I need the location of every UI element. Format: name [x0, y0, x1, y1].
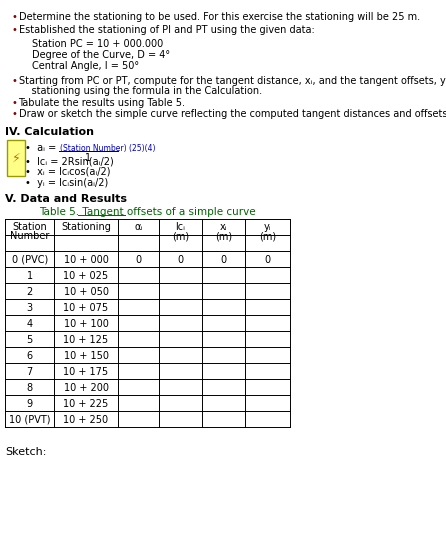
Text: 6: 6	[27, 351, 33, 361]
Text: V. Data and Results: V. Data and Results	[5, 194, 127, 204]
Text: 1: 1	[27, 271, 33, 281]
Text: 4: 4	[27, 319, 33, 329]
Text: 10 + 075: 10 + 075	[63, 303, 108, 313]
Text: 10 + 025: 10 + 025	[63, 271, 108, 281]
Text: Draw or sketch the simple curve reflecting the computed tangent distances and of: Draw or sketch the simple curve reflecti…	[19, 109, 446, 119]
Text: 8: 8	[27, 383, 33, 393]
Text: •  xᵢ = lcᵢcos(aᵢ/2): • xᵢ = lcᵢcos(aᵢ/2)	[25, 167, 111, 177]
Text: 10 + 100: 10 + 100	[64, 319, 108, 329]
Text: Tabulate the results using Table 5.: Tabulate the results using Table 5.	[19, 98, 186, 108]
Text: •: •	[12, 76, 18, 86]
Text: 0: 0	[135, 255, 141, 265]
Text: Station PC = 10 + 000.000: Station PC = 10 + 000.000	[32, 39, 163, 49]
Text: •  lcᵢ = 2Rsin(aᵢ/2): • lcᵢ = 2Rsin(aᵢ/2)	[25, 156, 114, 166]
Text: ⚡: ⚡	[12, 151, 20, 164]
Text: 3: 3	[27, 303, 33, 313]
Text: 1: 1	[85, 153, 91, 163]
Text: 7: 7	[27, 367, 33, 377]
Text: Stationing: Stationing	[61, 222, 111, 232]
Text: 10 + 050: 10 + 050	[63, 287, 108, 297]
Text: yᵢ: yᵢ	[264, 222, 271, 232]
Text: Table 5. Tangent offsets of a simple curve: Table 5. Tangent offsets of a simple cur…	[39, 207, 256, 217]
Text: Number: Number	[10, 231, 50, 241]
Text: (m): (m)	[259, 231, 276, 241]
Text: 10 + 150: 10 + 150	[63, 351, 108, 361]
Text: (Station Number) (25)(4): (Station Number) (25)(4)	[60, 144, 155, 153]
Text: •  yᵢ = lcᵢsin(aᵢ/2): • yᵢ = lcᵢsin(aᵢ/2)	[25, 178, 108, 188]
Text: 0 (PVC): 0 (PVC)	[12, 255, 48, 265]
Text: Central Angle, I = 50°: Central Angle, I = 50°	[32, 61, 139, 71]
Text: 10 + 225: 10 + 225	[63, 399, 109, 409]
Text: lcᵢ: lcᵢ	[175, 222, 185, 232]
Text: Degree of the Curve, D = 4°: Degree of the Curve, D = 4°	[32, 50, 170, 60]
Text: 10 (PVT): 10 (PVT)	[9, 415, 50, 425]
Text: 9: 9	[27, 399, 33, 409]
Text: 0: 0	[264, 255, 270, 265]
Text: •: •	[12, 12, 18, 22]
Text: •: •	[12, 109, 18, 119]
FancyBboxPatch shape	[7, 140, 25, 176]
Text: 10 + 200: 10 + 200	[63, 383, 108, 393]
Text: Station: Station	[12, 222, 47, 232]
Text: Sketch:: Sketch:	[5, 447, 47, 457]
Text: •: •	[12, 25, 18, 35]
Text: 0: 0	[177, 255, 183, 265]
Text: (m): (m)	[172, 231, 189, 241]
Text: Determine the stationing to be used. For this exercise the stationing will be 25: Determine the stationing to be used. For…	[19, 12, 420, 22]
Text: 2: 2	[27, 287, 33, 297]
Text: xᵢ: xᵢ	[219, 222, 227, 232]
Text: (m): (m)	[215, 231, 232, 241]
Text: 10 + 250: 10 + 250	[63, 415, 108, 425]
Text: Established the stationing of PI and PT using the given data:: Established the stationing of PI and PT …	[19, 25, 314, 35]
Text: 10 + 175: 10 + 175	[63, 367, 108, 377]
Text: Starting from PC or PT, compute for the tangent distance, xᵢ, and the tangent of: Starting from PC or PT, compute for the …	[19, 76, 446, 86]
Text: •: •	[12, 98, 18, 108]
Text: 10 + 000: 10 + 000	[64, 255, 108, 265]
Text: •  aᵢ =: • aᵢ =	[25, 143, 56, 153]
Text: 10 + 125: 10 + 125	[63, 335, 108, 345]
Text: 5: 5	[27, 335, 33, 345]
Text: αᵢ: αᵢ	[134, 222, 142, 232]
Text: IV. Calculation: IV. Calculation	[5, 127, 94, 137]
Text: 0: 0	[220, 255, 227, 265]
Text: stationing using the formula in the Calculation.: stationing using the formula in the Calc…	[19, 86, 262, 96]
